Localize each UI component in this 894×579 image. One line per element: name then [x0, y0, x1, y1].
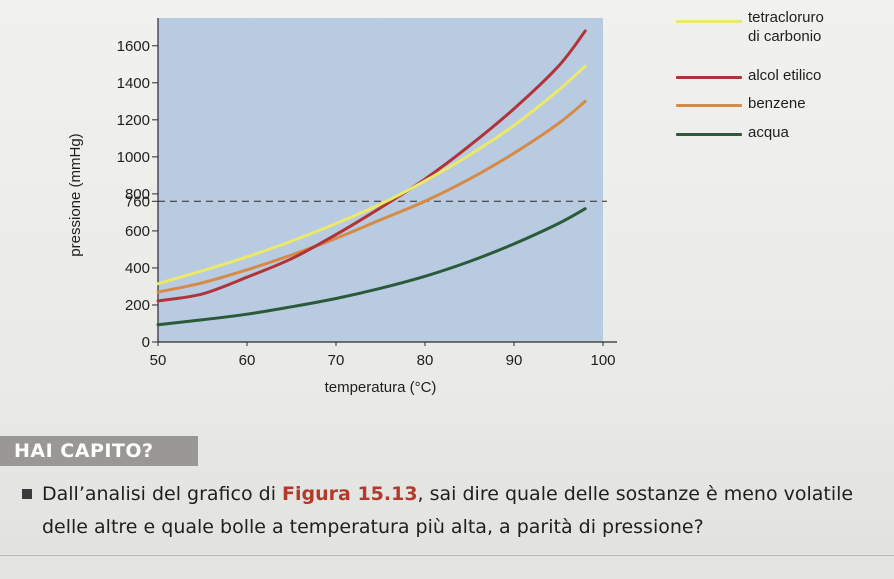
x-tick-label: 60: [239, 352, 256, 369]
legend-swatch-benzene: [676, 104, 742, 107]
y-tick-label: 400: [125, 260, 150, 277]
legend-swatch-water: [676, 133, 742, 136]
series-layer: [156, 29, 587, 327]
bottom-divider: [0, 555, 894, 556]
y-axis-label: pressione (mmHg): [67, 133, 84, 256]
y-tick-label: 600: [125, 223, 150, 240]
y-tick-label: 1000: [117, 149, 150, 166]
y-tick-label: 1600: [117, 38, 150, 55]
series-line-tetracloruro-di-carbonio: [156, 64, 587, 286]
bullet-square-icon: [22, 489, 32, 499]
x-axis-label: temperatura (°C): [325, 379, 437, 396]
x-tick-label: 90: [506, 352, 523, 369]
vapor-pressure-chart: 50 60 70 80 90 100020040060076080010001200140…: [67, 18, 617, 396]
legend-label-ccl4: tetracloruro di carbonio: [748, 8, 824, 46]
legend-swatch-ethanol: [676, 76, 742, 79]
question-text-before: Dall’analisi del grafico di: [42, 483, 283, 505]
x-tick-label: 50: [150, 352, 167, 369]
legend-label-water: acqua: [748, 124, 789, 141]
y-tick-label: 760: [125, 193, 150, 210]
figure-reference: Figura 15.13: [282, 483, 418, 505]
question-header: HAI CAPITO?: [0, 436, 198, 466]
legend-item-ccl4: tetracloruro di carbonio: [676, 6, 886, 64]
legend-swatch-ccl4: [676, 20, 742, 23]
plot-area: [158, 18, 603, 342]
y-tick-label: 1400: [117, 75, 150, 92]
legend-item-ethanol: alcol etilico: [676, 64, 886, 93]
legend-label-ccl4-line1: tetracloruro: [748, 9, 824, 26]
legend-label-ccl4-line2: di carbonio: [748, 28, 822, 45]
y-tick-label: 200: [125, 297, 150, 314]
chart-legend: tetracloruro di carbonio alcol etilico b…: [676, 6, 886, 151]
series-line-alcol-etilico: [156, 29, 587, 303]
series-line-acqua: [156, 207, 587, 327]
y-tick-label: 1200: [117, 112, 150, 129]
x-tick-label: 70: [328, 352, 345, 369]
y-tick-label: 800: [125, 186, 150, 203]
tick-labels: 50 60 70 80 90 100020040060076080010001200140…: [117, 38, 616, 369]
series-line-benzene: [156, 99, 587, 294]
x-tick-label: 100: [590, 352, 615, 369]
chart-axes: [152, 18, 617, 346]
question-text-after: , sai dire quale delle sostanze è meno v…: [42, 483, 854, 538]
question-text: Dall’analisi del grafico di Figura 15.13…: [42, 478, 887, 544]
legend-item-water: acqua: [676, 122, 886, 151]
legend-label-ethanol: alcol etilico: [748, 67, 822, 84]
legend-label-benzene: benzene: [748, 95, 806, 112]
x-tick-label: 80: [417, 352, 434, 369]
question-title: HAI CAPITO?: [14, 440, 154, 462]
legend-item-benzene: benzene: [676, 93, 886, 122]
y-tick-label: 0: [142, 334, 150, 351]
